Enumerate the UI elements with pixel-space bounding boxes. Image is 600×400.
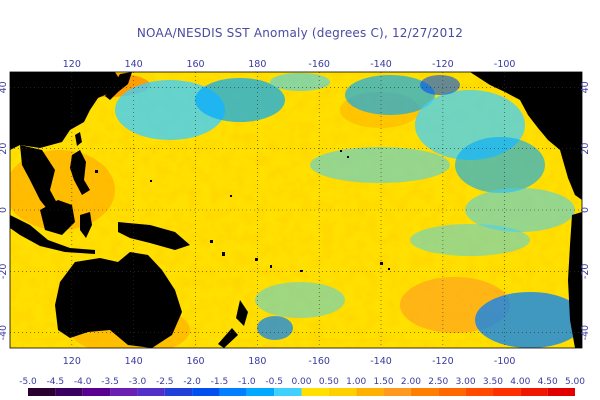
colorbar-swatch [410,388,439,396]
lat-tick-left: -40 [0,325,9,341]
colorbar-label: -4.0 [74,377,92,387]
lon-tick-top: -120 [432,59,454,70]
colorbar-swatch [55,388,83,396]
colorbar-swatch [219,388,247,396]
colorbar-swatch [28,388,56,396]
lat-tick-left: 40 [0,81,9,93]
lon-tick-top: 140 [125,59,143,70]
colorbar-swatch [192,388,220,396]
colorbar-label: -5.0 [19,377,37,387]
colorbar-label: 2.50 [428,377,448,387]
colorbar-label: 3.00 [456,377,476,387]
lat-tick-right: 0 [580,207,591,213]
lon-tick-top: 160 [186,59,204,70]
land-masses [10,72,582,348]
lat-tick-left: 20 [0,143,9,155]
colorbar-swatch [520,388,548,396]
colorbar-label: 3.50 [483,377,503,387]
colorbar-label: 0.00 [291,377,311,387]
lon-tick-bottom: -120 [432,356,454,367]
colorbar-swatch [465,388,493,396]
lon-tick-bottom: 180 [248,356,266,367]
colorbar-label: -3.0 [129,377,147,387]
lat-tick-right: 20 [580,143,591,155]
colorbar-label: 2.00 [401,377,421,387]
colorbar-swatch [301,388,329,396]
colorbar-label: 4.50 [538,377,558,387]
axis-tick-labels: 120 140 160 180 -160 -140 -120 -100 120 140 160 180… [0,59,591,367]
colorbar-label: 5.00 [565,377,585,387]
colorbar-swatch [164,388,193,396]
colorbar-swatch [246,388,275,396]
lon-tick-top: -160 [308,59,330,70]
colorbar-label: 1.00 [346,377,366,387]
lat-tick-right: -20 [580,264,591,280]
colorbar-label: -1.0 [238,377,256,387]
lon-tick-bottom: -160 [308,356,330,367]
lon-tick-top: 120 [63,59,81,70]
colorbar-swatch [492,388,521,396]
lon-tick-bottom: 140 [125,356,143,367]
lon-tick-top: 180 [248,59,266,70]
lon-tick-top: -100 [494,59,516,70]
colorbar-label: 0.50 [319,377,339,387]
colorbar-swatch [438,388,466,396]
colorbar-swatch [82,388,111,396]
colorbar-swatch [274,388,302,396]
colorbar-label: 4.00 [510,377,530,387]
lat-tick-left: -20 [0,264,9,280]
colorbar-label: 1.50 [374,377,394,387]
colorbar-label: -0.5 [265,377,283,387]
colorbar-label: -2.0 [183,377,201,387]
lat-tick-right: -40 [580,325,591,341]
lat-tick-right: 40 [580,81,591,93]
colorbar-swatch [110,388,138,396]
lon-tick-bottom: -100 [494,356,516,367]
map-title: NOAA/NESDIS SST Anomaly (degrees C), 12/… [136,26,464,40]
graticule-grid [10,72,582,348]
ocean-field [10,72,582,348]
colorbar-swatch [547,388,575,396]
lat-tick-left: 0 [0,207,9,213]
colorbar-swatch [328,388,357,396]
lon-tick-bottom: 160 [186,356,204,367]
colorbar-swatch [137,388,165,396]
map-frame [9,71,583,349]
colorbar-swatch [356,388,384,396]
colorbar-swatch [383,388,411,396]
colorbar-legend: -5.0 -4.5 -4.0 -3.5 -3.0 -2.5 -2.0 -1.5 -1.0 -0.5… [19,377,585,396]
colorbar-label: -1.5 [211,377,229,387]
lon-tick-bottom: 120 [63,356,81,367]
lon-tick-bottom: -140 [370,356,392,367]
colorbar-label: -4.5 [47,377,65,387]
lon-tick-top: -140 [370,59,392,70]
colorbar-label: -2.5 [156,377,174,387]
colorbar-label: -3.5 [101,377,119,387]
